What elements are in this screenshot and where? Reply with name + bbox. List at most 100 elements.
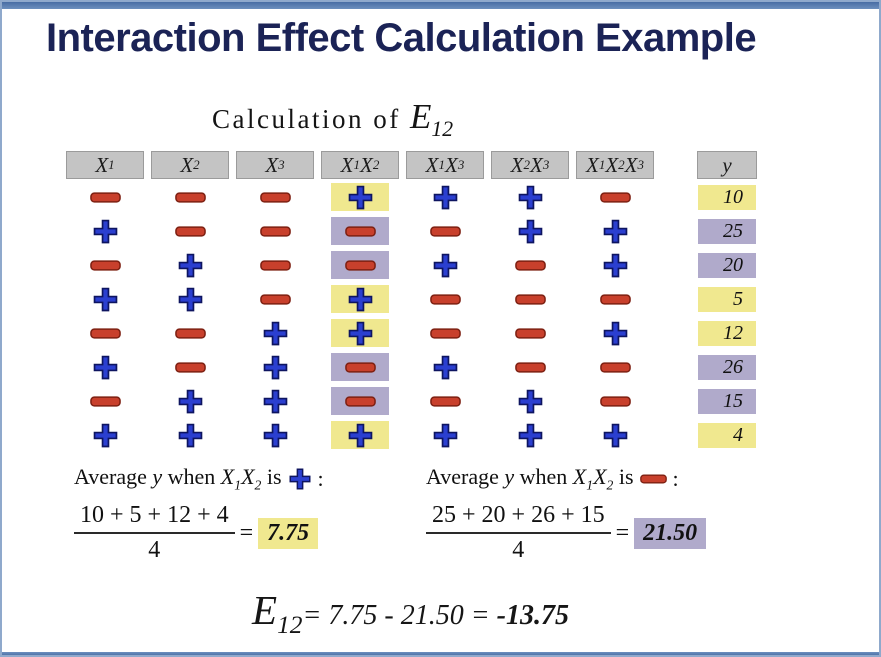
cell-x2-row4	[151, 286, 229, 313]
cell-x2x3-row5	[491, 327, 569, 339]
cell-x1x2x3-row4	[576, 293, 654, 305]
cell-y-row2: 25	[697, 218, 757, 244]
minus-sign	[174, 361, 206, 373]
cell-x3-row4	[236, 293, 314, 305]
cell-x1x3-row1	[406, 184, 484, 211]
subtitle: Calculation of E12	[212, 97, 453, 142]
plus-sign	[347, 422, 374, 449]
cell-x1x2-row1	[321, 183, 399, 211]
plus-sign	[517, 184, 544, 211]
cell-x2x3-row7	[491, 388, 569, 415]
plus-sign	[602, 252, 629, 279]
subtitle-text: Calculation of	[212, 104, 401, 134]
plus-sign	[432, 252, 459, 279]
cell-x2x3-row3	[491, 259, 569, 271]
highlighted-sign-cell	[331, 285, 389, 313]
y-value: 25	[698, 218, 756, 244]
cell-x1x3-row4	[406, 293, 484, 305]
table-row-4: 5	[66, 282, 757, 316]
minus-sign	[259, 191, 291, 203]
cell-x1x3-row6	[406, 354, 484, 381]
y-value: 26	[698, 354, 756, 380]
cell-x3-row7	[236, 388, 314, 415]
denominator: 4	[512, 537, 525, 564]
table-row-7: 15	[66, 384, 757, 418]
cell-x1x2x3-row5	[576, 320, 654, 347]
average-minus-label-text: Average y when X1X2 is	[426, 464, 634, 493]
minus-sign	[259, 225, 291, 237]
minus-sign	[514, 361, 546, 373]
cell-y-row6: 26	[697, 354, 757, 380]
minus-sign	[89, 327, 121, 339]
cell-x2-row3	[151, 252, 229, 279]
highlighted-sign-cell	[331, 217, 389, 245]
plus-sign	[177, 286, 204, 313]
table-row-8: 4	[66, 418, 757, 452]
cell-x1x2x3-row2	[576, 218, 654, 245]
minus-sign	[429, 327, 461, 339]
cell-x3-row8	[236, 422, 314, 449]
y-value: 5	[698, 286, 756, 312]
minus-sign	[429, 225, 461, 237]
cell-x3-row5	[236, 320, 314, 347]
y-value: 20	[698, 252, 756, 278]
e12-symbol: E12	[252, 587, 303, 640]
cell-x1x2x3-row7	[576, 395, 654, 407]
plus-sign	[177, 422, 204, 449]
cell-x1-row8	[66, 422, 144, 449]
fraction-minus: 25 + 20 + 26 + 15 4	[426, 502, 611, 564]
conclusion-formula: E12= 7.75 - 21.50 = -13.75	[0, 586, 821, 640]
equals-sign: =	[239, 519, 254, 546]
cell-x1x2x3-row1	[576, 191, 654, 203]
plus-sign	[92, 218, 119, 245]
plus-sign	[602, 320, 629, 347]
cell-y-row3: 20	[697, 252, 757, 278]
cell-y-row1: 10	[697, 184, 757, 210]
page-title: Interaction Effect Calculation Example	[46, 16, 757, 60]
minus-sign	[599, 191, 631, 203]
cell-x2x3-row1	[491, 184, 569, 211]
minus-sign	[174, 191, 206, 203]
subtitle-e12-symbol: E12	[409, 97, 454, 141]
cell-x1x3-row3	[406, 252, 484, 279]
cell-x1x2-row7	[321, 387, 399, 415]
conclusion-equation: = 7.75 - 21.50 =	[302, 600, 497, 631]
cell-x1x2-row2	[321, 217, 399, 245]
conclusion-value: -13.75	[496, 600, 569, 631]
cell-x2x3-row8	[491, 422, 569, 449]
cell-x3-row3	[236, 259, 314, 271]
highlighted-sign-cell	[331, 421, 389, 449]
plus-icon	[288, 467, 312, 491]
average-plus-label-text: Average y when X1X2 is	[74, 464, 282, 493]
minus-sign	[259, 259, 291, 271]
highlighted-sign-cell	[331, 353, 389, 381]
plus-sign	[517, 422, 544, 449]
plus-sign	[432, 354, 459, 381]
minus-sign	[514, 327, 546, 339]
highlighted-sign-cell	[331, 319, 389, 347]
y-value: 15	[698, 388, 756, 414]
cell-x1x2x3-row8	[576, 422, 654, 449]
cell-y-row4: 5	[697, 286, 757, 312]
minus-sign	[89, 191, 121, 203]
minus-sign	[429, 395, 461, 407]
plus-sign	[262, 354, 289, 381]
plus-sign	[347, 286, 374, 313]
plus-sign	[262, 422, 289, 449]
cell-x2-row7	[151, 388, 229, 415]
plus-sign	[602, 422, 629, 449]
average-minus-block: Average y when X1X2 is : 25 + 20 + 26 + …	[426, 464, 707, 564]
cell-x1x2-row6	[321, 353, 399, 381]
minus-sign	[174, 225, 206, 237]
cell-x1-row3	[66, 259, 144, 271]
plus-sign	[517, 388, 544, 415]
y-value: 10	[698, 184, 756, 210]
plus-sign	[177, 252, 204, 279]
cell-x2-row8	[151, 422, 229, 449]
y-value: 4	[698, 422, 756, 448]
cell-x1x2x3-row3	[576, 252, 654, 279]
